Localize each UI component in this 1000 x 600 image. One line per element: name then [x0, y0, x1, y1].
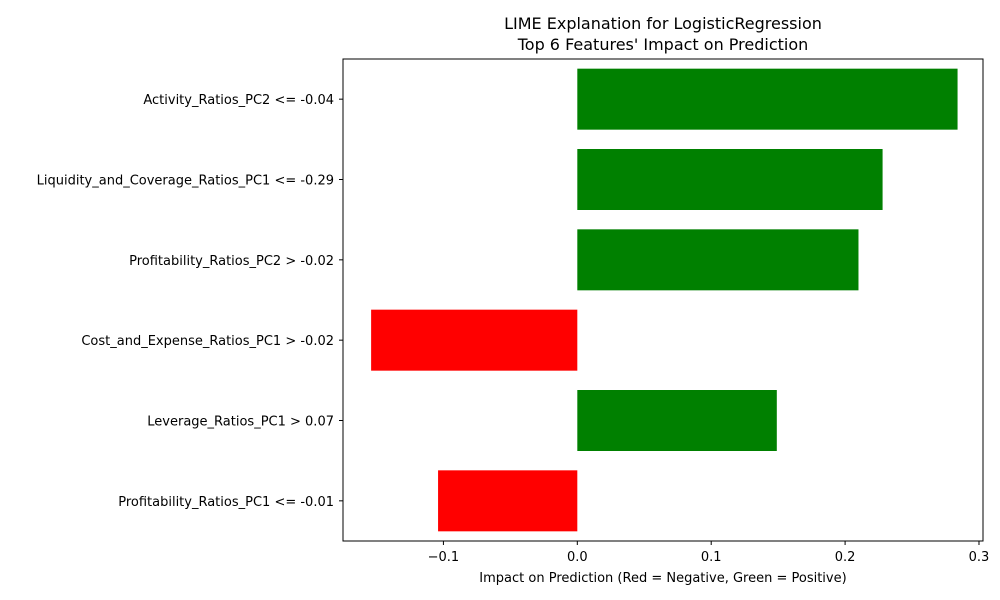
plot-frame: [342, 58, 984, 542]
bar: [577, 390, 777, 451]
y-tick-label: Liquidity_and_Coverage_Ratios_PC1 <= -0.…: [37, 174, 334, 189]
bar: [577, 229, 859, 291]
chart-subtitle: Top 6 Features' Impact on Prediction: [517, 35, 809, 54]
bars-group: [371, 68, 958, 532]
y-tick-label: Profitability_Ratios_PC1 <= -0.01: [118, 495, 334, 510]
bar: [577, 68, 958, 130]
chart-title: LIME Explanation for LogisticRegression: [504, 14, 822, 33]
y-axis-ticks: Activity_Ratios_PC2 <= -0.04 Liquidity_an…: [37, 93, 343, 510]
x-axis-label: Impact on Prediction (Red = Negative, Gr…: [479, 571, 846, 586]
bar: [371, 309, 578, 371]
bar: [577, 149, 883, 210]
y-tick-label: Activity_Ratios_PC2 <= -0.04: [143, 93, 334, 108]
y-tick-label: Profitability_Ratios_PC2 > -0.02: [129, 254, 334, 269]
y-tick-label: Leverage_Ratios_PC1 > 0.07: [147, 415, 334, 430]
x-tick-label: 0.3: [969, 550, 990, 565]
bar: [438, 470, 578, 532]
x-axis-ticks: −0.1 0.0 0.1 0.2 0.3: [428, 541, 990, 565]
x-tick-label: 0.2: [835, 550, 856, 565]
x-tick-label: 0.1: [701, 550, 722, 565]
x-tick-label: −0.1: [428, 550, 460, 565]
y-tick-label: Cost_and_Expense_Ratios_PC1 > -0.02: [81, 334, 334, 349]
x-tick-label: 0.0: [567, 550, 588, 565]
